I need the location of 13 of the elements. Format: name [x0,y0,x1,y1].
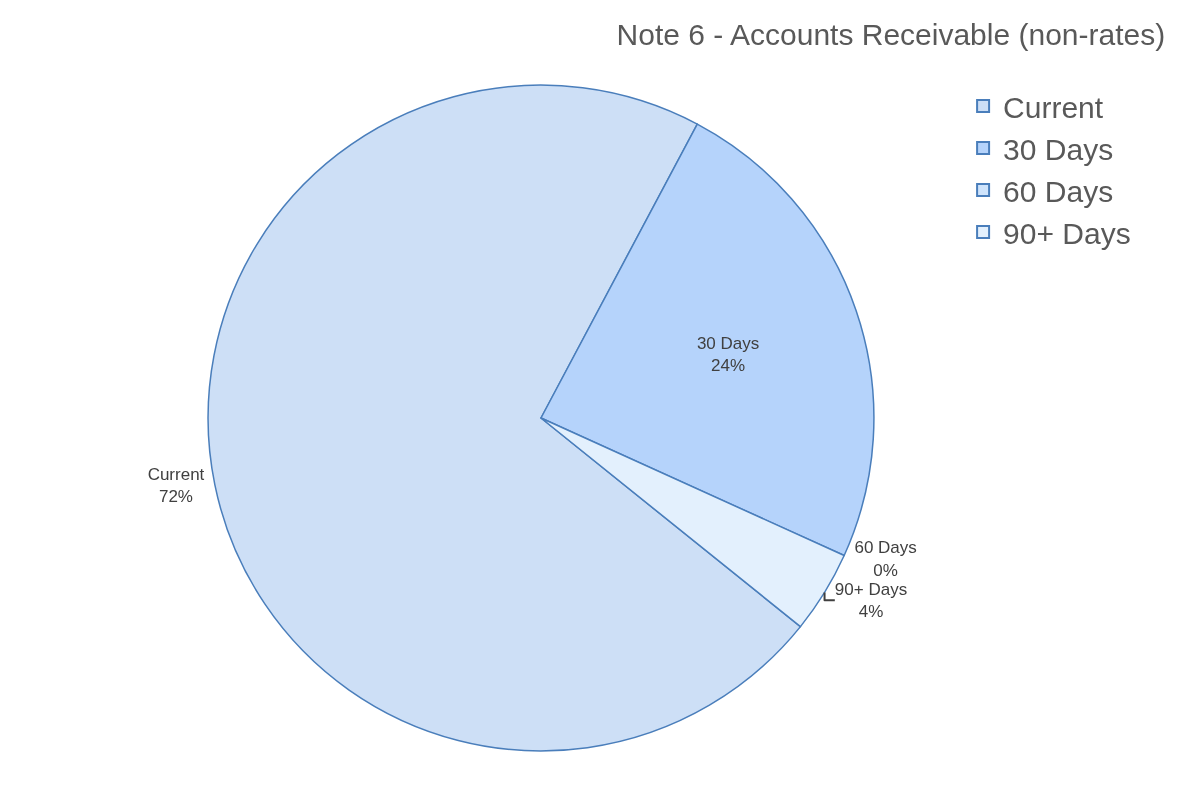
data-label: 24% [711,355,746,375]
legend-label: 90+ Days [1003,216,1131,250]
data-label: 4% [858,601,884,621]
legend-label: 60 Days [1003,174,1114,208]
data-label: 72% [158,487,193,507]
category-label: 60 Days [854,538,917,558]
legend-label: Current [1003,90,1104,124]
legend-label: 30 Days [1003,132,1114,166]
chart-title: Note 6 - Accounts Receivable (non-rates) [616,18,1166,51]
slice-label: Current [147,465,205,485]
slice-label: 30 Days [696,333,760,353]
slice-label: 90+ Days [834,579,908,599]
text: 0% [873,560,898,580]
